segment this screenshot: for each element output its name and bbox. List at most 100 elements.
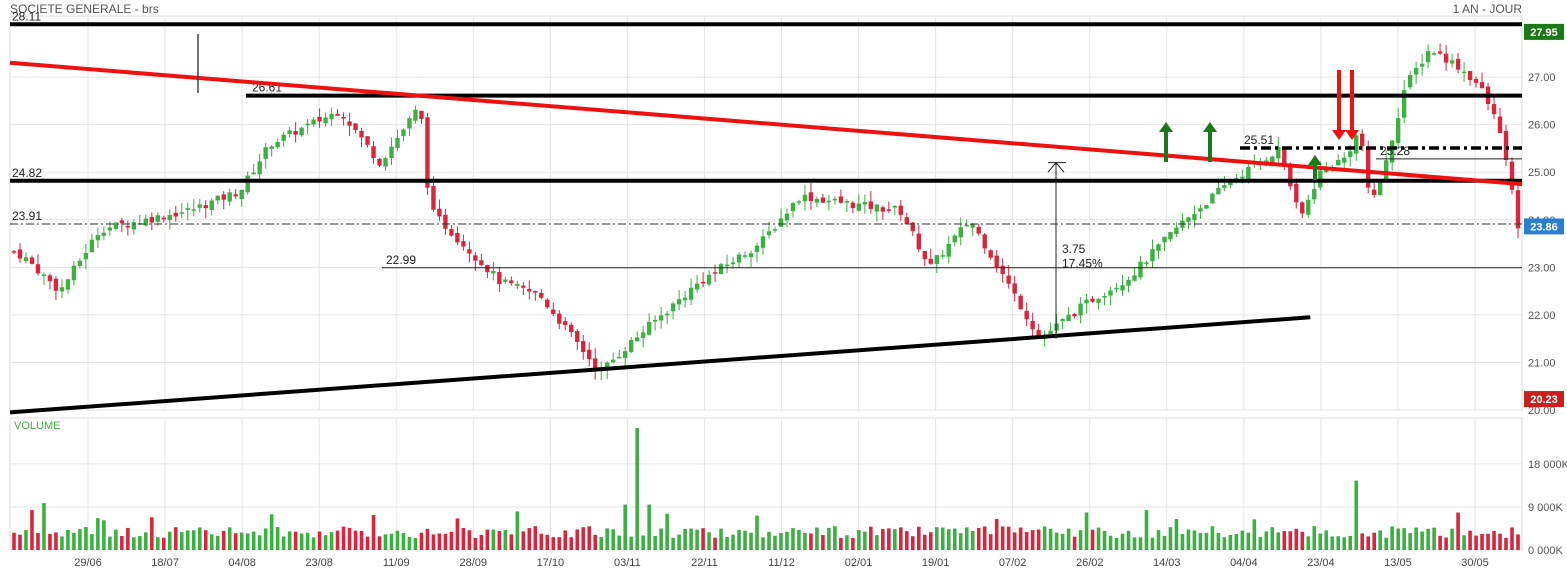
volume-bar — [893, 529, 897, 550]
candle-up — [503, 279, 508, 282]
candle-down — [449, 229, 454, 236]
volume-bar — [479, 535, 484, 550]
volume-bar — [599, 536, 604, 550]
candle-up — [329, 113, 334, 120]
volume-bar — [371, 514, 376, 550]
volume-bar — [569, 537, 574, 550]
candle-down — [880, 207, 886, 212]
level-label: 23.91 — [12, 209, 42, 223]
volume-bar — [1282, 531, 1287, 550]
volume-bar — [635, 428, 639, 550]
candle-up — [227, 192, 232, 202]
volume-bar — [653, 536, 657, 550]
volume-bar — [1366, 536, 1370, 550]
volume-bar — [102, 520, 106, 550]
candle-up — [77, 260, 83, 267]
candle-down — [1509, 161, 1515, 190]
volume-bar — [30, 510, 34, 550]
volume-bar — [1192, 530, 1197, 550]
candle-down — [1282, 149, 1287, 165]
volume-bar — [233, 533, 238, 550]
x-tick-label: 14/03 — [1153, 557, 1181, 569]
volume-bar — [683, 528, 687, 550]
candle-up — [730, 262, 736, 265]
volume-bar — [1054, 532, 1059, 550]
volume-bar — [162, 537, 166, 550]
candle-down — [545, 299, 550, 308]
volume-bar — [1306, 536, 1311, 550]
volume-bar — [623, 504, 627, 550]
candle-down — [149, 217, 155, 223]
candle-down — [17, 249, 23, 259]
volume-bar — [839, 537, 843, 550]
volume-bar — [1042, 526, 1047, 550]
volume-bar — [1402, 528, 1406, 550]
candle-up — [263, 147, 268, 159]
candle-down — [1072, 314, 1077, 317]
candle-up — [952, 235, 957, 243]
candle-up — [1150, 249, 1155, 262]
level-label: 22.99 — [386, 253, 416, 267]
volume-bar — [976, 527, 981, 550]
candle-up — [257, 161, 262, 175]
candle-up — [1132, 275, 1137, 281]
candle-up — [389, 146, 394, 159]
candle-up — [892, 206, 898, 208]
candle-up — [311, 119, 316, 125]
candle-down — [161, 217, 167, 220]
volume-bar — [1246, 532, 1251, 550]
x-tick-label: 02/01 — [845, 557, 873, 569]
price-badge-label: 20.23 — [1530, 394, 1558, 406]
volume-bar — [179, 532, 184, 550]
candle-down — [419, 110, 424, 119]
volume-bar — [497, 531, 502, 550]
volume-bar — [42, 503, 46, 550]
candle-up — [946, 243, 951, 257]
candle-up — [742, 255, 748, 257]
volume-bar — [1132, 537, 1137, 550]
volume-bar — [473, 537, 478, 550]
candle-down — [437, 208, 442, 217]
candle-up — [646, 321, 652, 335]
y-tick-label: 23.00 — [1528, 262, 1556, 274]
volume-bar — [1144, 510, 1149, 550]
candle-down — [521, 285, 526, 288]
candle-down — [509, 280, 514, 284]
candle-up — [1156, 244, 1161, 251]
volume-bar — [785, 531, 789, 550]
volume-bar — [12, 532, 16, 550]
candle-down — [868, 201, 874, 209]
candle-down — [1491, 104, 1497, 115]
volume-bar — [563, 530, 568, 550]
volume-bar — [1414, 527, 1418, 550]
candle-up — [958, 227, 963, 238]
volume-bar — [743, 530, 747, 550]
volume-bar — [1084, 512, 1089, 550]
black-trendline — [9, 315, 1311, 415]
candle-up — [682, 297, 688, 301]
candle-up — [1270, 156, 1275, 163]
volume-bar — [72, 532, 76, 550]
candle-up — [101, 232, 107, 236]
volume-bar — [719, 528, 723, 550]
volume-bar — [1030, 530, 1035, 550]
volume-bar — [533, 526, 538, 550]
axes: 27.0026.0025.0024.0023.0022.0021.0020.00… — [74, 23, 1567, 569]
volume-bar — [114, 529, 118, 550]
candle-up — [736, 254, 742, 263]
candle-up — [778, 218, 784, 227]
candle-up — [107, 227, 113, 231]
volume-tick-label: 18 000K — [1528, 459, 1567, 471]
volume-bar — [311, 537, 316, 550]
chart-title: SOCIETE GENERALE - brs — [10, 2, 159, 16]
candle-down — [377, 158, 382, 166]
candle-down — [35, 264, 41, 274]
x-tick-label: 07/02 — [999, 557, 1027, 569]
candle-up — [1192, 214, 1197, 221]
candle-down — [976, 226, 981, 234]
candle-down — [479, 260, 484, 265]
candle-up — [1425, 51, 1431, 63]
candle-up — [1342, 157, 1347, 163]
volume-bar — [857, 530, 861, 550]
